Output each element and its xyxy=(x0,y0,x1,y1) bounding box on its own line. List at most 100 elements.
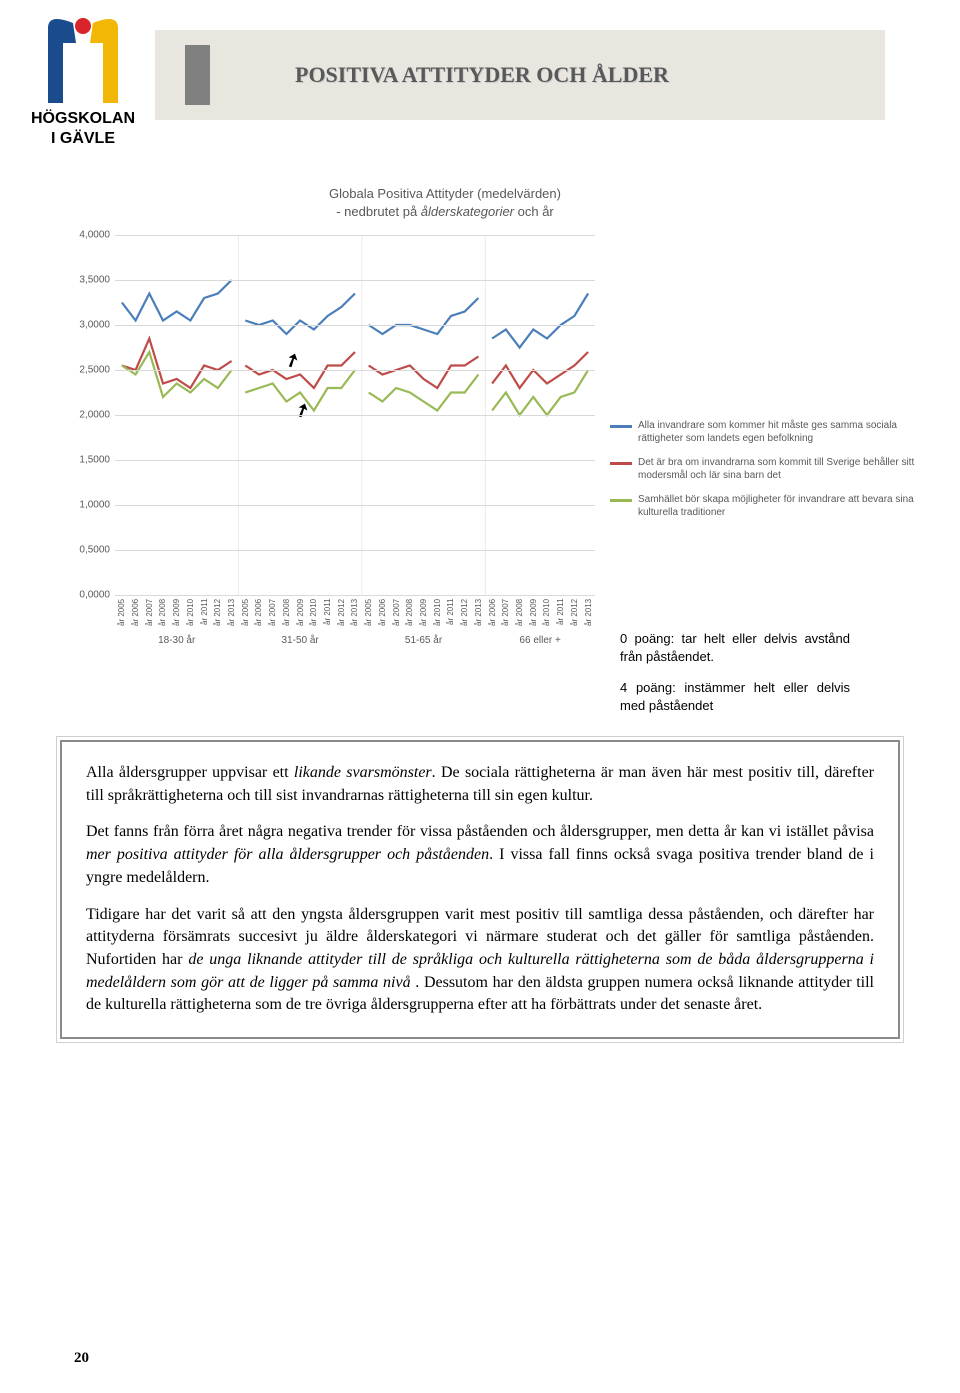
y-tick: 3,5000 xyxy=(79,275,110,286)
x-year: år 2012 xyxy=(213,595,222,629)
x-group: år 2005 år 2006 år 2007 år 2008 år 2009 år 20… xyxy=(238,595,361,646)
y-tick: 2,0000 xyxy=(79,410,110,421)
chart-title-line2-prefix: - nedbrutet på xyxy=(336,204,421,219)
legend-item: Det är bra om invandrarna som kommit til… xyxy=(610,457,930,482)
x-year: år 2005 xyxy=(241,595,250,629)
legend-swatch xyxy=(610,462,632,465)
x-year: år 2010 xyxy=(309,595,318,629)
x-year: år 2007 xyxy=(501,595,510,629)
header-accent xyxy=(185,45,210,105)
body-p1-em: likande svarsmönster xyxy=(294,764,432,781)
gridline xyxy=(115,505,595,506)
y-tick: 1,5000 xyxy=(79,455,110,466)
x-year: år 2012 xyxy=(337,595,346,629)
x-year: år 2006 xyxy=(488,595,497,629)
legend-swatch xyxy=(610,499,632,502)
legend-item: Samhället bör skapa möjligheter för inva… xyxy=(610,494,930,519)
x-year: år 2009 xyxy=(529,595,538,629)
note-box: 0 poäng: tar helt eller delvis avstånd f… xyxy=(620,630,850,728)
note-p2: 4 poäng: instämmer helt eller delvis med… xyxy=(620,679,850,714)
legend-text: Det är bra om invandrarna som kommit til… xyxy=(638,457,930,482)
legend-text: Samhället bör skapa möjligheter för inva… xyxy=(638,494,930,519)
gridline xyxy=(115,370,595,371)
chart: Globala Positiva Attityder (medelvärden)… xyxy=(65,185,895,665)
y-tick: 0,5000 xyxy=(79,545,110,556)
x-year: år 2008 xyxy=(282,595,291,629)
x-year: år 2009 xyxy=(419,595,428,629)
x-year: år 2008 xyxy=(405,595,414,629)
chart-title: Globala Positiva Attityder (medelvärden)… xyxy=(265,185,625,220)
x-year: år 2008 xyxy=(158,595,167,629)
x-year: år 2005 xyxy=(364,595,373,629)
x-group: år 2005 år 2006 år 2007 år 2008 år 2009 år 20… xyxy=(362,595,485,646)
x-group-label: 31-50 år xyxy=(238,635,361,646)
x-year: år 2011 xyxy=(556,595,565,629)
y-tick: 4,0000 xyxy=(79,230,110,241)
body-frame: Alla åldersgrupper uppvisar ett likande … xyxy=(60,740,900,1039)
x-year: år 2011 xyxy=(446,595,455,629)
plot-area: ➚ ➚ xyxy=(115,235,595,595)
x-year: år 2012 xyxy=(570,595,579,629)
note-p1: 0 poäng: tar helt eller delvis avstånd f… xyxy=(620,630,850,665)
y-tick: 1,0000 xyxy=(79,500,110,511)
x-year: år 2008 xyxy=(515,595,524,629)
series-line xyxy=(122,352,588,415)
page-number: 20 xyxy=(74,1350,89,1367)
body-p2-a: Det fanns från förra året några negativa… xyxy=(86,823,874,840)
x-group: år 2006 år 2007 år 2008 år 2009 år 2010 år 20… xyxy=(485,595,595,646)
gridline xyxy=(115,325,595,326)
x-year: år 2013 xyxy=(350,595,359,629)
x-group-label: 18-30 år xyxy=(115,635,238,646)
header-bar: POSITIVA ATTITYDER OCH ÅLDER xyxy=(155,30,885,120)
x-years: år 2005 år 2006 år 2007 år 2008 år 2009 år 20… xyxy=(362,595,485,629)
x-year: år 2010 xyxy=(542,595,551,629)
x-group-label: 66 eller + xyxy=(485,635,595,646)
logo-icon xyxy=(28,8,138,108)
x-year: år 2013 xyxy=(474,595,483,629)
x-year: år 2007 xyxy=(392,595,401,629)
x-year: år 2011 xyxy=(200,595,209,629)
x-year: år 2013 xyxy=(584,595,593,629)
chart-title-line1: Globala Positiva Attityder (medelvärden) xyxy=(329,186,561,201)
body-p2-em: mer positiva attityder för alla åldersgr… xyxy=(86,846,489,863)
gridline xyxy=(115,415,595,416)
legend-text: Alla invandrare som kommer hit måste ges… xyxy=(638,420,930,445)
x-year: år 2007 xyxy=(145,595,154,629)
y-axis: 0,00000,50001,00001,50002,00002,50003,00… xyxy=(65,235,110,595)
x-year: år 2011 xyxy=(323,595,332,629)
logo-text-1: HÖGSKOLAN xyxy=(18,110,148,128)
logo: HÖGSKOLAN I GÄVLE xyxy=(18,8,148,158)
x-year: år 2012 xyxy=(460,595,469,629)
x-year: år 2007 xyxy=(268,595,277,629)
body-p2: Det fanns från förra året några negativa… xyxy=(86,821,874,889)
series-line xyxy=(122,280,588,348)
legend-item: Alla invandrare som kommer hit måste ges… xyxy=(610,420,930,445)
x-year: år 2009 xyxy=(296,595,305,629)
y-tick: 0,0000 xyxy=(79,590,110,601)
gridline xyxy=(115,460,595,461)
body-p1-a: Alla åldersgrupper uppvisar ett xyxy=(86,764,294,781)
x-years: år 2005 år 2006 år 2007 år 2008 år 2009 år 20… xyxy=(115,595,238,629)
x-year: år 2005 xyxy=(117,595,126,629)
x-group: år 2005 år 2006 år 2007 år 2008 år 2009 år 20… xyxy=(115,595,238,646)
gridline xyxy=(115,550,595,551)
gridline xyxy=(115,235,595,236)
x-year: år 2006 xyxy=(254,595,263,629)
gridline xyxy=(115,280,595,281)
x-year: år 2010 xyxy=(433,595,442,629)
x-year: år 2006 xyxy=(378,595,387,629)
x-year: år 2009 xyxy=(172,595,181,629)
body-p3: Tidigare har det varit så att den yngsta… xyxy=(86,904,874,1018)
x-year: år 2013 xyxy=(227,595,236,629)
page-title: POSITIVA ATTITYDER OCH ÅLDER xyxy=(210,62,669,88)
chart-title-line2-em: ålderskategorier xyxy=(421,204,514,219)
x-year: år 2010 xyxy=(186,595,195,629)
legend: Alla invandrare som kommer hit måste ges… xyxy=(610,420,930,531)
x-years: år 2005 år 2006 år 2007 år 2008 år 2009 år 20… xyxy=(238,595,361,629)
y-tick: 3,0000 xyxy=(79,320,110,331)
y-tick: 2,5000 xyxy=(79,365,110,376)
x-year: år 2006 xyxy=(131,595,140,629)
x-group-label: 51-65 år xyxy=(362,635,485,646)
x-axis: år 2005år 2006år 2007år 2008år 2009år 20… xyxy=(115,595,595,655)
body-p1: Alla åldersgrupper uppvisar ett likande … xyxy=(86,762,874,807)
